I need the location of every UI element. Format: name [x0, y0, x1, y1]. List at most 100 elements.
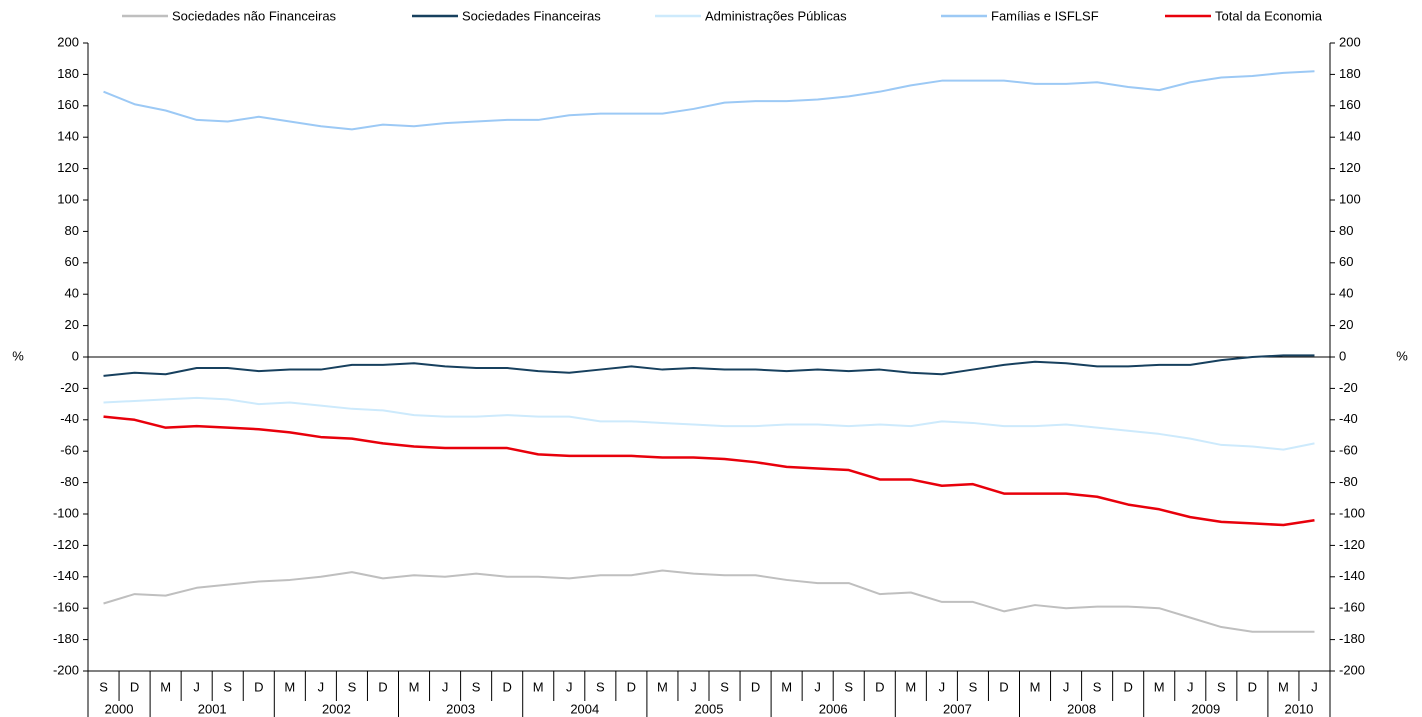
legend-label: Administrações Públicas [705, 8, 847, 23]
x-tick-label: J [318, 679, 325, 694]
y2-axis-label: % [1396, 348, 1408, 363]
y-tick-label: -100 [53, 505, 79, 520]
y-tick-label: 100 [57, 191, 79, 206]
x-tick-label: S [596, 679, 605, 694]
y-tick-label: 60 [65, 254, 79, 269]
x-tick-label: J [1063, 679, 1070, 694]
y2-tick-label: -80 [1339, 474, 1358, 489]
x-tick-label: D [999, 679, 1008, 694]
x-tick-label: M [781, 679, 792, 694]
x-tick-label: D [378, 679, 387, 694]
y-tick-label: 160 [57, 97, 79, 112]
x-tick-label: S [348, 679, 357, 694]
x-tick-label: M [657, 679, 668, 694]
y2-tick-label: -40 [1339, 411, 1358, 426]
y-tick-label: 80 [65, 223, 79, 238]
y-tick-label: -60 [60, 443, 79, 458]
y2-tick-label: -180 [1339, 631, 1365, 646]
x-tick-label: J [193, 679, 200, 694]
x-tick-label: M [284, 679, 295, 694]
x-tick-label: S [99, 679, 108, 694]
x-group-label: 2005 [695, 701, 724, 716]
legend-label: Famílias e ISFLSF [991, 8, 1099, 23]
x-group-label: 2002 [322, 701, 351, 716]
y2-tick-label: 0 [1339, 348, 1346, 363]
y2-tick-label: -200 [1339, 662, 1365, 677]
x-tick-label: D [875, 679, 884, 694]
legend-label: Sociedades Financeiras [462, 8, 601, 23]
x-tick-label: J [1311, 679, 1318, 694]
y-tick-label: 120 [57, 160, 79, 175]
y2-tick-label: 200 [1339, 34, 1361, 49]
legend-label: Sociedades não Financeiras [172, 8, 337, 23]
y2-tick-label: -160 [1339, 600, 1365, 615]
x-tick-label: D [1123, 679, 1132, 694]
y2-tick-label: -140 [1339, 568, 1365, 583]
x-tick-label: S [969, 679, 978, 694]
x-tick-label: D [627, 679, 636, 694]
x-group-label: 2009 [1191, 701, 1220, 716]
x-tick-label: S [472, 679, 481, 694]
y-tick-label: -140 [53, 568, 79, 583]
series-line [103, 415, 1315, 527]
x-tick-label: S [844, 679, 853, 694]
x-tick-label: M [533, 679, 544, 694]
x-tick-label: D [1248, 679, 1257, 694]
x-tick-label: D [130, 679, 139, 694]
x-tick-label: J [939, 679, 946, 694]
x-group-label: 2003 [446, 701, 475, 716]
series-line [103, 569, 1315, 633]
y-tick-label: 20 [65, 317, 79, 332]
x-tick-label: S [223, 679, 232, 694]
y2-tick-label: 180 [1339, 66, 1361, 81]
y-tick-label: -200 [53, 662, 79, 677]
y2-tick-label: 80 [1339, 223, 1353, 238]
x-group-label: 2004 [570, 701, 599, 716]
y-tick-label: 180 [57, 66, 79, 81]
x-group-label: 2007 [943, 701, 972, 716]
x-tick-label: M [160, 679, 171, 694]
x-tick-label: M [905, 679, 916, 694]
x-tick-label: J [690, 679, 697, 694]
y2-tick-label: 100 [1339, 191, 1361, 206]
y2-tick-label: 140 [1339, 129, 1361, 144]
y-tick-label: -160 [53, 600, 79, 615]
y-tick-label: 140 [57, 129, 79, 144]
y-axis-label: % [12, 348, 24, 363]
y2-tick-label: 40 [1339, 286, 1353, 301]
x-group-label: 2000 [105, 701, 134, 716]
x-tick-label: J [1187, 679, 1194, 694]
y-tick-label: 40 [65, 286, 79, 301]
series-line [103, 70, 1315, 131]
y-tick-label: -120 [53, 537, 79, 552]
x-tick-label: S [1217, 679, 1226, 694]
x-tick-label: J [566, 679, 573, 694]
y2-tick-label: -60 [1339, 443, 1358, 458]
y-tick-label: -40 [60, 411, 79, 426]
y2-tick-label: -20 [1339, 380, 1358, 395]
y2-tick-label: -100 [1339, 505, 1365, 520]
x-tick-label: M [409, 679, 420, 694]
x-tick-label: S [1093, 679, 1102, 694]
y2-tick-label: 160 [1339, 97, 1361, 112]
y-tick-label: -80 [60, 474, 79, 489]
x-tick-label: M [1154, 679, 1165, 694]
y-tick-label: 200 [57, 34, 79, 49]
y-tick-label: -20 [60, 380, 79, 395]
y2-tick-label: -120 [1339, 537, 1365, 552]
y2-tick-label: 20 [1339, 317, 1353, 332]
series-line [103, 354, 1315, 377]
y-tick-label: 0 [72, 348, 79, 363]
x-tick-label: M [1030, 679, 1041, 694]
y2-tick-label: 120 [1339, 160, 1361, 175]
y-tick-label: -180 [53, 631, 79, 646]
x-group-label: 2010 [1284, 701, 1313, 716]
legend-label: Total da Economia [1215, 8, 1323, 23]
x-tick-label: D [502, 679, 511, 694]
x-group-label: 2001 [198, 701, 227, 716]
x-group-label: 2008 [1067, 701, 1096, 716]
x-tick-label: S [720, 679, 729, 694]
x-tick-label: M [1278, 679, 1289, 694]
x-tick-label: D [751, 679, 760, 694]
